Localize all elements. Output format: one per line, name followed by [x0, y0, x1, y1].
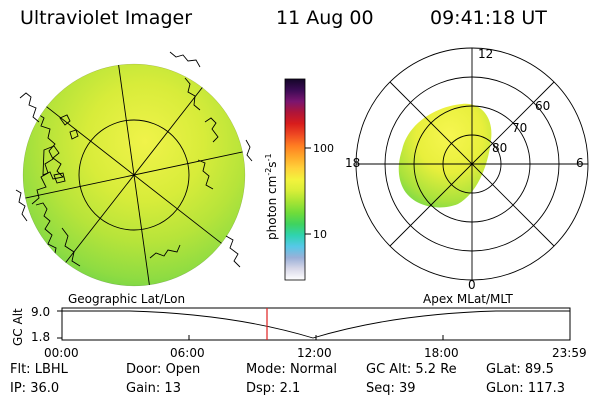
- altitude-curve: [62, 310, 570, 339]
- auroral-oval: [398, 103, 492, 208]
- mlt-line-diag2: [389, 81, 555, 247]
- info-ip: IP: 36.0: [10, 381, 60, 396]
- info-gc-alt: GC Alt: 5.2 Re: [366, 362, 457, 377]
- alt-tick-label-1.8: 1.8: [31, 330, 50, 344]
- mlt-label-6: 6: [576, 156, 584, 170]
- alt-tick-label-9: 9.0: [31, 305, 50, 319]
- time-tick-1800: 18:00: [424, 346, 459, 360]
- image-date: 11 Aug 00: [276, 7, 374, 29]
- info-gain: Gain: 13: [126, 381, 181, 396]
- mlat-label-80: 80: [492, 141, 507, 155]
- image-edge: [22, 63, 246, 287]
- meridian-line: [46, 106, 222, 244]
- time-tick-0000: 00:00: [44, 346, 79, 360]
- colorbar-tick-label-10: 10: [313, 228, 327, 241]
- mlt-label-0: 0: [468, 278, 476, 292]
- image-time: 09:41:18 UT: [430, 7, 547, 29]
- info-seq: Seq: 39: [366, 381, 416, 396]
- time-tick-0600: 06:00: [170, 346, 205, 360]
- geographic-caption: Geographic Lat/Lon: [68, 292, 185, 306]
- colorbar-scale: [284, 78, 306, 281]
- info-door: Door: Open: [126, 362, 201, 377]
- time-tick-2359: 23:59: [552, 346, 587, 360]
- info-glon: GLon: 117.3: [486, 381, 566, 396]
- time-tick-1200: 12:00: [297, 346, 332, 360]
- outside-coastlines: [15, 51, 253, 268]
- info-mode: Mode: Normal: [246, 362, 337, 377]
- mlat-label-70: 70: [512, 121, 527, 135]
- info-glat: GLat: 89.5: [486, 362, 554, 377]
- colorbar: 100 10 photon cm-2s-1: [264, 78, 334, 281]
- altitude-plot: 9.0 1.8 GC Alt 00:00 06:00 12:00 18:00 2…: [11, 305, 587, 360]
- image-title: Ultraviolet Imager: [20, 7, 193, 29]
- alt-axis-title: GC Alt: [11, 308, 25, 346]
- apex-caption: Apex MLat/MLT: [423, 292, 513, 306]
- geographic-panel: [15, 51, 253, 287]
- coastlines: [29, 77, 219, 267]
- info-filter: Flt: LBHL: [10, 362, 68, 377]
- mlt-label-12: 12: [478, 47, 493, 61]
- magnetic-panel: 12 18 6 0 60 70 80: [345, 47, 589, 292]
- colorbar-tick-label-100: 100: [313, 142, 334, 155]
- meridian-lines: [25, 65, 243, 285]
- latitude-circle: [78, 119, 190, 231]
- info-dsp: Dsp: 2.1: [246, 381, 301, 396]
- colorbar-unit-label: photon cm-2s-1: [264, 153, 279, 240]
- mlt-label-18: 18: [345, 156, 360, 170]
- mlat-label-60: 60: [535, 99, 550, 113]
